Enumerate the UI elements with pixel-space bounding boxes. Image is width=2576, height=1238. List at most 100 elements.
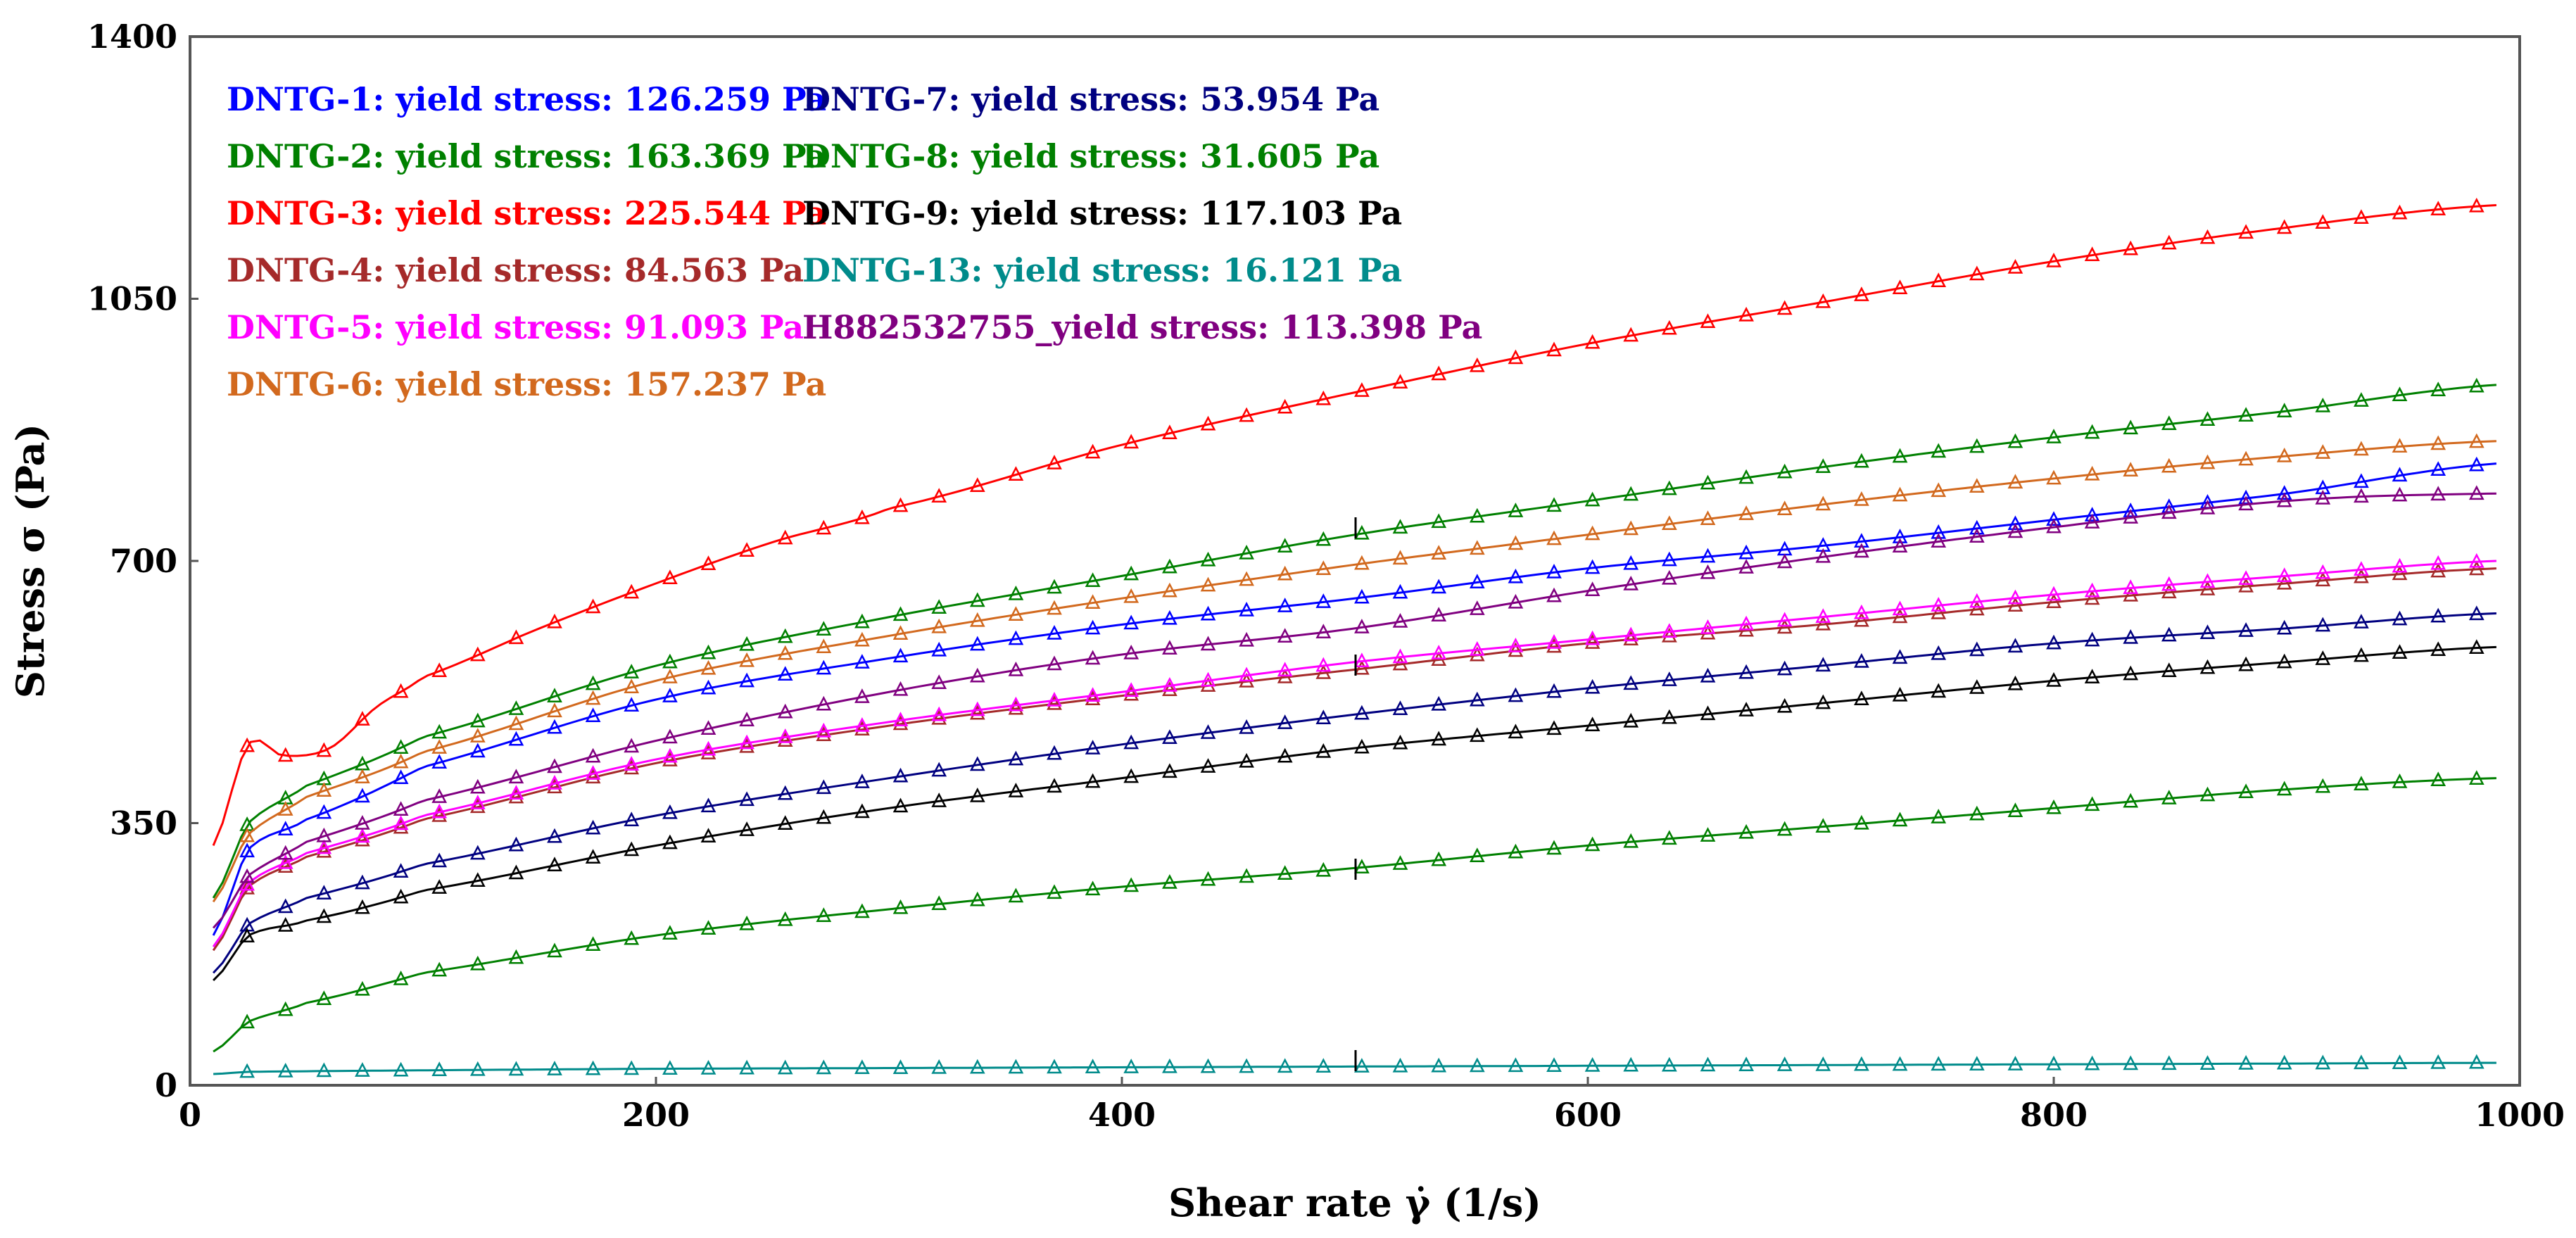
data-point-marker <box>547 942 562 958</box>
data-point-marker <box>2238 495 2254 511</box>
data-point-marker <box>2315 1054 2331 1070</box>
data-point-marker <box>2238 570 2254 586</box>
data-point-marker <box>1854 1056 1869 1071</box>
data-point-marker <box>1623 675 1639 690</box>
data-point-marker <box>2084 796 2100 811</box>
data-point-marker <box>1354 524 1370 540</box>
data-point-marker <box>969 756 985 771</box>
data-point-marker <box>777 785 793 800</box>
data-point-marker <box>1469 641 1485 656</box>
data-point-marker <box>2007 1056 2023 1070</box>
legend-entry-dntg-2: DNTG-2: yield stress: 163.369 Pa <box>227 137 826 175</box>
x-tick-label: 400 <box>1088 1096 1156 1134</box>
data-point-marker <box>277 1063 293 1078</box>
data-point-marker <box>1776 697 1793 713</box>
data-point-marker <box>816 907 832 922</box>
data-point-marker <box>585 1060 601 1075</box>
data-point-marker <box>431 879 448 894</box>
data-point-marker <box>2046 429 2062 443</box>
legend-entry-dntg-6: DNTG-6: yield stress: 157.237 Pa <box>227 365 826 403</box>
data-point-marker <box>239 928 255 943</box>
data-point-marker <box>1392 519 1408 534</box>
data-point-marker <box>469 955 486 971</box>
data-point-marker <box>1085 594 1101 609</box>
data-point-marker <box>1047 455 1062 469</box>
data-point-marker <box>1239 602 1254 617</box>
data-point-marker <box>1623 1056 1639 1072</box>
data-point-marker <box>1200 724 1216 739</box>
legend-entry-dntg-3: DNTG-3: yield stress: 225.544 Pa <box>227 194 826 232</box>
data-point-marker <box>1969 1056 1985 1071</box>
data-point-marker <box>469 872 486 887</box>
data-point-marker <box>2392 486 2408 502</box>
data-point-marker <box>1008 696 1024 712</box>
data-point-marker <box>931 706 947 721</box>
data-point-marker <box>1738 823 1754 839</box>
data-point-marker <box>2354 614 2369 629</box>
data-point-marker <box>1431 645 1447 659</box>
data-point-marker <box>355 828 370 843</box>
data-point-marker <box>1392 655 1408 671</box>
data-point-marker <box>469 646 486 662</box>
data-point-marker <box>1815 818 1831 833</box>
data-point-marker <box>1546 564 1562 579</box>
data-point-marker <box>1931 809 1947 823</box>
data-point-marker <box>393 815 409 830</box>
data-point-marker <box>1700 667 1716 683</box>
data-point-marker <box>2238 489 2254 505</box>
data-point-marker <box>2199 500 2216 514</box>
data-point-marker <box>1315 743 1332 758</box>
data-point-marker <box>431 961 448 977</box>
data-point-marker <box>1776 553 1793 569</box>
data-point-marker <box>1815 657 1831 672</box>
data-point-marker <box>1546 497 1562 512</box>
data-point-marker <box>1469 540 1485 555</box>
data-point-marker <box>816 779 832 795</box>
data-point-marker <box>854 1059 870 1075</box>
data-point-marker <box>508 864 524 880</box>
data-point-marker <box>931 762 947 777</box>
data-point-marker <box>2392 565 2408 581</box>
data-point-marker <box>1315 624 1332 638</box>
data-point-marker <box>662 747 678 763</box>
data-point-marker <box>1508 642 1524 657</box>
data-point-marker <box>2123 462 2139 477</box>
data-point-marker <box>1315 664 1332 679</box>
data-point-marker <box>1123 614 1139 630</box>
data-point-marker <box>1392 700 1408 715</box>
data-point-marker <box>547 778 562 794</box>
y-tick-label: 1400 <box>87 18 177 56</box>
data-point-marker <box>700 920 716 935</box>
data-point-marker <box>1892 686 1908 702</box>
data-point-marker <box>1354 382 1370 397</box>
data-point-marker <box>1892 649 1908 664</box>
data-point-marker <box>1047 1059 1062 1074</box>
data-point-marker <box>2315 398 2331 412</box>
data-point-marker <box>469 798 486 814</box>
data-point-marker <box>1969 478 1985 493</box>
data-point-marker <box>2238 656 2254 671</box>
data-point-marker <box>393 683 409 698</box>
data-point-marker <box>700 745 716 759</box>
data-point-marker <box>2046 511 2062 526</box>
data-point-marker <box>1162 677 1177 692</box>
data-point-marker <box>2392 773 2408 788</box>
data-point-marker <box>1931 443 1947 458</box>
data-point-marker <box>316 804 332 819</box>
data-point-marker <box>2161 457 2177 473</box>
data-point-marker <box>700 679 716 695</box>
data-point-marker <box>355 815 370 830</box>
data-point-marker <box>2007 259 2023 274</box>
data-point-marker <box>854 803 870 819</box>
data-point-marker <box>1623 626 1639 642</box>
data-point-marker <box>239 880 255 895</box>
data-point-marker <box>1546 634 1562 649</box>
data-point-marker <box>2084 590 2100 605</box>
data-point-marker <box>1277 398 1293 414</box>
data-point-marker <box>700 644 716 659</box>
data-point-marker <box>2046 634 2062 650</box>
data-point-marker <box>1738 505 1754 520</box>
data-point-marker <box>1969 805 1985 821</box>
data-point-marker <box>1008 1059 1024 1074</box>
